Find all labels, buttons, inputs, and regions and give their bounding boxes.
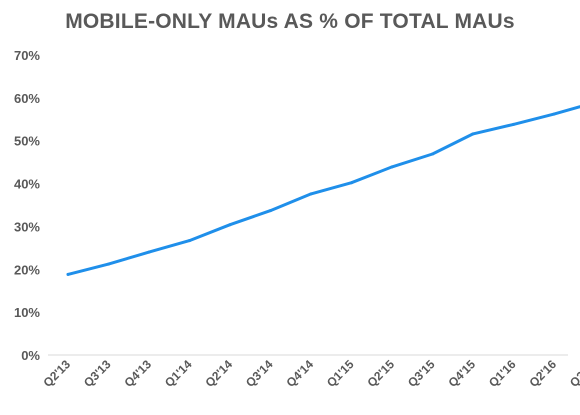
- x-tick-label: Q2'16: [526, 357, 559, 390]
- data-point: [350, 181, 353, 185]
- x-tick-label: Q2'14: [202, 357, 235, 390]
- data-point: [309, 192, 313, 196]
- y-tick-label: 30%: [14, 219, 40, 234]
- x-tick-label: Q4'14: [283, 357, 316, 390]
- x-tick-label: Q3'14: [243, 357, 276, 390]
- x-tick-label: Q1'14: [162, 357, 195, 390]
- data-point: [107, 262, 110, 266]
- x-tick-label: Q2'15: [364, 357, 397, 390]
- x-tick-label: Q3'16: [567, 357, 580, 390]
- x-tick-label: Q3'15: [405, 357, 438, 390]
- x-tick-label: Q4'15: [445, 357, 478, 390]
- data-point: [269, 209, 272, 213]
- y-tick-label: 10%: [14, 305, 40, 320]
- y-tick-label: 50%: [14, 134, 40, 149]
- series-group: [66, 105, 580, 276]
- data-point: [471, 132, 475, 136]
- x-tick-label: Q1'16: [486, 357, 519, 390]
- data-point: [228, 223, 232, 227]
- x-axis-ticks: Q2'13 Q3'13 Q4'13 Q1'14 Q2'14 Q3'14 Q4'14 Q1'15…: [40, 357, 580, 390]
- data-point: [188, 239, 191, 243]
- y-tick-label: 60%: [14, 91, 40, 106]
- data-point: [512, 122, 515, 126]
- data-point: [66, 272, 70, 276]
- y-tick-label: 20%: [14, 262, 40, 277]
- series-line: [66, 105, 580, 276]
- y-tick-label: 70%: [14, 48, 40, 63]
- y-tick-label: 0%: [21, 348, 40, 363]
- data-point: [431, 152, 434, 156]
- y-tick-label: 40%: [14, 177, 40, 192]
- data-point: [147, 250, 151, 254]
- x-tick-label: Q4'13: [121, 357, 154, 390]
- x-tick-label: Q2'13: [40, 357, 73, 390]
- y-axis-ticks: 0% 10% 20% 30% 40% 50% 60% 70%: [14, 48, 40, 363]
- x-tick-label: Q1'15: [324, 357, 357, 390]
- data-point: [390, 165, 394, 169]
- x-tick-label: Q3'13: [81, 357, 114, 390]
- data-point: [552, 112, 556, 116]
- chart-title: MOBILE-ONLY MAUs AS % OF TOTAL MAUs: [65, 10, 515, 33]
